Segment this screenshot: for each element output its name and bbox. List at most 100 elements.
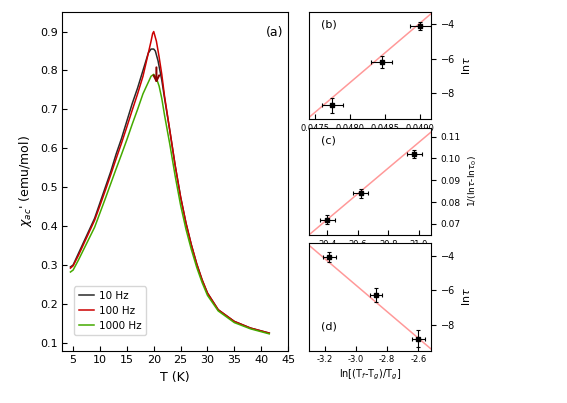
100 Hz <box>107 172 114 177</box>
10 Hz <box>91 216 98 221</box>
100 Hz <box>215 307 222 312</box>
10 Hz <box>129 101 136 106</box>
Text: (b): (b) <box>321 20 337 29</box>
10 Hz <box>204 291 211 295</box>
100 Hz <box>96 203 103 208</box>
1000 Hz <box>102 196 109 201</box>
1000 Hz <box>134 107 141 112</box>
100 Hz <box>91 218 98 223</box>
Text: (c): (c) <box>321 135 336 145</box>
X-axis label: T$_f$: T$_f$ <box>364 251 376 265</box>
100 Hz <box>75 253 82 258</box>
10 Hz <box>183 220 189 225</box>
100 Hz <box>156 54 163 59</box>
100 Hz <box>129 108 136 112</box>
1000 Hz <box>204 293 211 298</box>
1000 Hz <box>91 225 98 230</box>
10 Hz <box>152 49 159 54</box>
100 Hz <box>113 156 120 161</box>
100 Hz <box>177 195 184 199</box>
10 Hz <box>139 68 146 73</box>
10 Hz <box>107 169 114 174</box>
1000 Hz <box>113 166 120 171</box>
1000 Hz <box>107 181 114 186</box>
10 Hz <box>188 242 194 247</box>
10 Hz <box>113 152 120 156</box>
100 Hz <box>183 220 189 225</box>
1000 Hz <box>198 280 205 285</box>
100 Hz <box>124 125 130 129</box>
Text: (d): (d) <box>321 321 337 331</box>
10 Hz <box>134 85 141 90</box>
10 Hz <box>231 319 238 324</box>
100 Hz <box>172 163 179 168</box>
Y-axis label: 1/(ln$\tau$-ln$\tau_0$): 1/(ln$\tau$-ln$\tau_0$) <box>466 156 479 207</box>
10 Hz <box>102 185 109 189</box>
Y-axis label: $\chi_{ac}$' (emu/mol): $\chi_{ac}$' (emu/mol) <box>17 135 34 227</box>
Y-axis label: ln$\tau$: ln$\tau$ <box>460 56 472 75</box>
10 Hz <box>75 251 82 256</box>
100 Hz <box>247 326 254 330</box>
X-axis label: ln[(T$_f$-T$_g$)/T$_g$]: ln[(T$_f$-T$_g$)/T$_g$] <box>338 367 401 382</box>
X-axis label: 1/T$_f$: 1/T$_f$ <box>359 136 381 150</box>
1000 Hz <box>147 74 154 79</box>
100 Hz <box>231 319 238 324</box>
1000 Hz <box>158 96 165 101</box>
Y-axis label: ln$\tau$: ln$\tau$ <box>460 288 472 307</box>
Line: 1000 Hz: 1000 Hz <box>70 74 269 334</box>
1000 Hz <box>266 331 273 336</box>
100 Hz <box>149 31 156 36</box>
1000 Hz <box>70 268 77 272</box>
100 Hz <box>198 277 205 282</box>
10 Hz <box>158 78 165 83</box>
Legend: 10 Hz, 100 Hz, 1000 Hz: 10 Hz, 100 Hz, 1000 Hz <box>74 287 146 335</box>
10 Hz <box>215 307 222 312</box>
1000 Hz <box>139 91 146 96</box>
1000 Hz <box>75 258 82 262</box>
10 Hz <box>266 331 273 336</box>
100 Hz <box>161 93 168 98</box>
10 Hz <box>247 326 254 330</box>
Line: 10 Hz: 10 Hz <box>70 49 269 333</box>
1000 Hz <box>150 72 157 77</box>
10 Hz <box>150 47 157 52</box>
10 Hz <box>96 200 103 205</box>
1000 Hz <box>156 83 163 88</box>
10 Hz <box>81 239 87 244</box>
1000 Hz <box>183 227 189 232</box>
10 Hz <box>70 263 77 268</box>
1000 Hz <box>167 142 174 147</box>
10 Hz <box>172 163 179 168</box>
100 Hz <box>153 39 160 44</box>
1000 Hz <box>124 137 130 142</box>
10 Hz <box>167 128 174 133</box>
100 Hz <box>67 266 74 270</box>
10 Hz <box>161 95 168 100</box>
100 Hz <box>102 188 109 193</box>
10 Hz <box>124 118 130 123</box>
1000 Hz <box>188 247 194 252</box>
10 Hz <box>198 277 205 282</box>
100 Hz <box>167 128 174 133</box>
100 Hz <box>204 291 211 295</box>
10 Hz <box>67 264 74 269</box>
Line: 100 Hz: 100 Hz <box>70 31 269 333</box>
100 Hz <box>188 242 194 247</box>
1000 Hz <box>247 326 254 331</box>
10 Hz <box>118 136 125 141</box>
1000 Hz <box>161 112 168 117</box>
100 Hz <box>145 50 152 55</box>
10 Hz <box>145 50 152 55</box>
1000 Hz <box>81 247 87 251</box>
100 Hz <box>150 29 157 34</box>
1000 Hz <box>193 265 200 270</box>
1000 Hz <box>153 76 160 81</box>
X-axis label: T (K): T (K) <box>160 371 190 384</box>
100 Hz <box>158 72 165 77</box>
1000 Hz <box>177 203 184 208</box>
1000 Hz <box>172 174 179 179</box>
10 Hz <box>177 195 184 199</box>
1000 Hz <box>86 236 92 241</box>
1000 Hz <box>231 320 238 325</box>
100 Hz <box>81 241 87 246</box>
